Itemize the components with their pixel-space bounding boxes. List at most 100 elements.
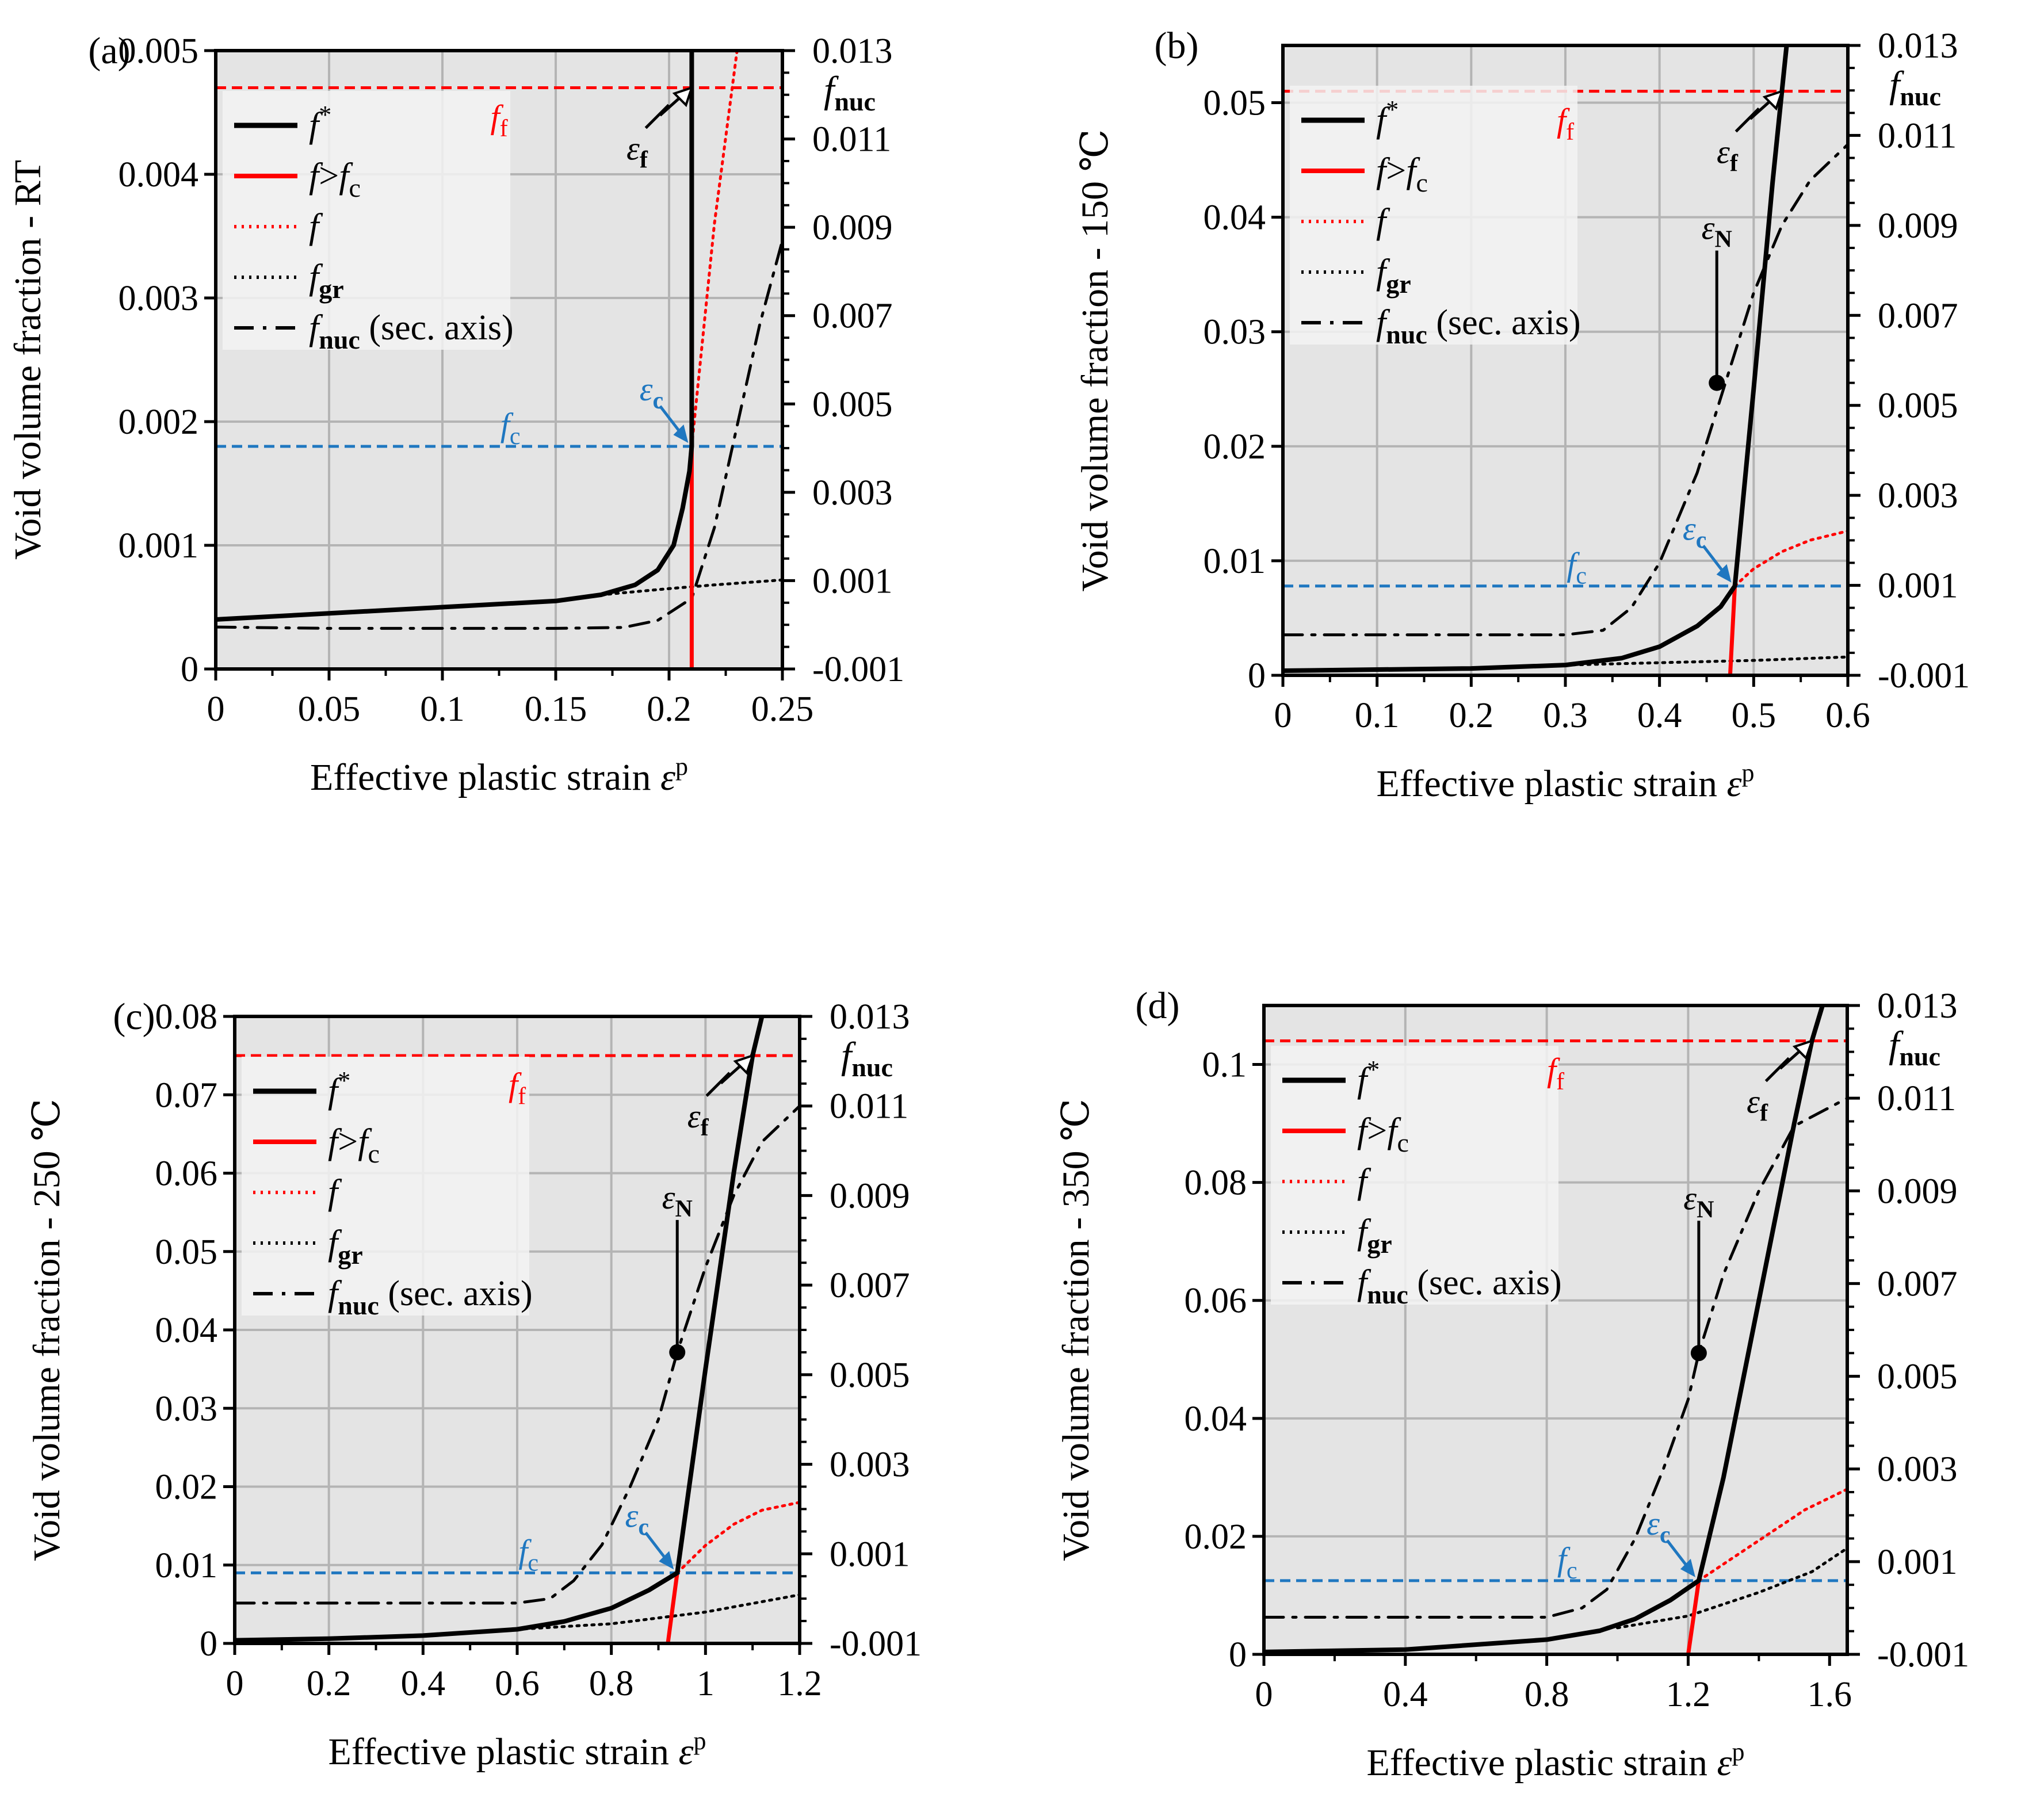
y-tick-label: 0.01 [1204, 542, 1266, 581]
f-series [675, 1501, 800, 1574]
secondary-axis-label: fnuc [824, 69, 876, 116]
secondary-axis-label: fnuc [1889, 64, 1941, 111]
legend-label: f>fc [1357, 1111, 1409, 1157]
f-star-series [1264, 1005, 1825, 1654]
y2-tick-label: 0.009 [812, 208, 893, 247]
eps-c-label: εc [1683, 510, 1707, 554]
y-tick-label: 0 [181, 650, 198, 689]
y-tick-label: 0.04 [155, 1311, 218, 1350]
f-gr-series [1616, 1546, 1847, 1630]
y-tick-label: 0.05 [1204, 84, 1266, 123]
f-star-series [235, 1016, 765, 1643]
x-tick-label: 0.1 [1355, 696, 1400, 735]
x-tick-label: 0.6 [495, 1664, 540, 1703]
eps-f-arrow [1764, 1043, 1809, 1083]
y-axis-label: Void volume fraction - RT [7, 160, 49, 560]
x-tick-label: 1 [697, 1664, 715, 1703]
legend-label: fnuc (sec. axis) [1376, 303, 1581, 349]
series-group [1264, 1005, 1847, 1654]
x-tick-label: 0.1 [420, 690, 465, 729]
y-tick-label: 0.01 [155, 1546, 218, 1585]
x-tick-label: 0 [207, 690, 225, 729]
panel-a: 0 0.05 0.1 0.15 0.2 0.25 0 0.001 0.002 0.003 0.004… [7, 30, 904, 798]
y2-tick-label: 0.005 [1877, 1358, 1958, 1397]
y2-tick-label: 0.011 [1878, 116, 1957, 155]
y-tick-label: 0.03 [1204, 313, 1266, 352]
x-tick-label: 0.8 [1525, 1675, 1569, 1714]
eps-n-label: εN [662, 1179, 693, 1222]
secondary-axis-label: fnuc [841, 1035, 893, 1082]
y-tick-label: 0.002 [119, 403, 199, 442]
y-tick-label: 0 [200, 1624, 217, 1664]
legend-label: f>fc [309, 156, 361, 202]
y-tick-label: 0.005 [119, 32, 199, 71]
panel-label: (a) [88, 30, 130, 72]
legend-label: f>fc [1376, 151, 1428, 197]
f-series [1697, 1488, 1847, 1582]
panel-c: 0 0.2 0.4 0.6 0.8 1 1.2 0 0.01 0.02 0.03 0.04 0.05 0.… [26, 996, 922, 1773]
y2-tick-label: 0.007 [830, 1266, 910, 1305]
x-tick-label: 0.6 [1825, 696, 1870, 735]
x-tick-label: 0.8 [589, 1664, 634, 1703]
x-tick-label: 0.3 [1543, 696, 1588, 735]
f-gt-fc-series [1686, 1578, 1701, 1654]
y-tick-label: 0.04 [1204, 198, 1266, 238]
y2-tick-label: 0.011 [830, 1087, 908, 1126]
legend-label: fnuc (sec. axis) [328, 1274, 533, 1320]
y-tick-label: 0.001 [119, 526, 199, 565]
eps-c-arrowhead [1716, 564, 1732, 583]
series-group [216, 51, 782, 669]
eps-n-label: εN [1702, 209, 1732, 253]
eps-c-label: εc [640, 370, 664, 414]
x-tick-label: 0.15 [525, 690, 587, 729]
legend-box [242, 1057, 529, 1316]
y2-tick-label: 0.005 [812, 385, 893, 424]
x-tick-label: 1.2 [777, 1664, 822, 1703]
y-tick-label: 0.02 [155, 1468, 218, 1507]
eps-f-label: εf [626, 130, 648, 174]
y-tick-label: 0.08 [1185, 1164, 1247, 1203]
y-tick-label: 0.02 [1185, 1517, 1247, 1557]
y2-tick-label: -0.001 [1877, 1635, 1969, 1674]
eps-f-arrow [1735, 93, 1779, 133]
y-tick-label: 0.06 [155, 1154, 218, 1194]
y2-tick-label: 0.007 [1878, 296, 1958, 335]
y2-tick-label: 0.009 [830, 1176, 910, 1215]
eps-n-dot [669, 1344, 686, 1360]
y2-tick-label: 0.005 [1878, 387, 1958, 426]
eps-n-dot [1709, 374, 1725, 391]
f-gt-fc-series [1728, 584, 1737, 675]
y-tick-label: 0.004 [119, 155, 199, 194]
eps-n-label: εN [1683, 1179, 1714, 1223]
legend-box [223, 91, 510, 350]
x-tick-label: 0 [1255, 1675, 1273, 1714]
legend-label: fnuc (sec. axis) [1357, 1263, 1562, 1309]
y2-tick-label: 0.003 [1877, 1450, 1958, 1489]
y-tick-label: 0.02 [1204, 427, 1266, 467]
f-star-series [1283, 45, 1789, 673]
series-group [235, 1016, 800, 1643]
y-axis-label: Void volume fraction - 350 ℃ [1055, 1099, 1097, 1561]
eps-f-arrow [705, 1058, 749, 1097]
panel-d: 0 0.4 0.8 1.2 1.6 0 0.02 0.04 0.06 0.08 0.1 -0.001 0… [1055, 985, 1969, 1784]
y2-tick-label: 0.003 [812, 473, 893, 513]
eps-f-label: εf [1717, 133, 1739, 177]
y2-tick-label: 0.011 [1877, 1079, 1956, 1118]
eps-c-label: εc [1646, 1505, 1671, 1548]
f-gr-series [1564, 655, 1848, 667]
y2-tick-label: -0.001 [812, 650, 904, 689]
x-axis-label: Effective plastic strain εp [1376, 759, 1754, 805]
legend-label: f* [1376, 95, 1399, 140]
legend-label: f* [309, 101, 331, 145]
y-axis-label: Void volume fraction - 150 ℃ [1074, 129, 1116, 591]
panel-b: 0 0.1 0.2 0.3 0.4 0.5 0.6 0 0.01 0.02 0.03 0.04 0.05… [1074, 25, 1970, 805]
x-tick-label: 0.2 [307, 1664, 352, 1703]
x-axis-label: Effective plastic strain εp [1366, 1738, 1744, 1784]
y-tick-label: 0.1 [1202, 1046, 1247, 1085]
legend-box [1290, 86, 1577, 345]
y2-tick-label: 0.007 [1877, 1264, 1958, 1303]
y-tick-label: 0.003 [119, 279, 199, 318]
eps-f-arrowhead [1762, 89, 1784, 111]
legend-box [1271, 1046, 1558, 1305]
eps-f-arrowhead [733, 1053, 755, 1075]
